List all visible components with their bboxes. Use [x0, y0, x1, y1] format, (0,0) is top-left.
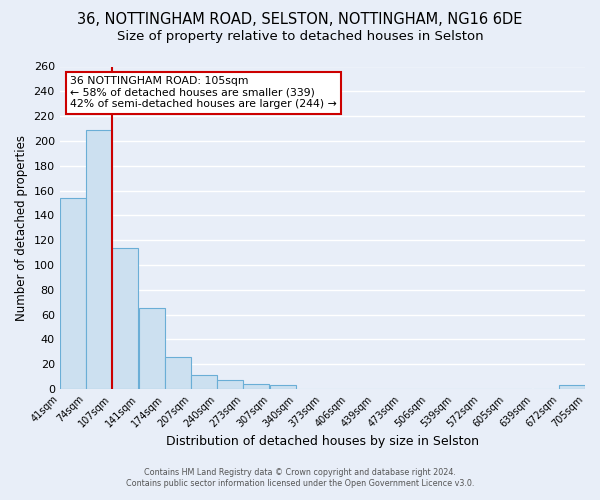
Bar	[243, 384, 269, 389]
X-axis label: Distribution of detached houses by size in Selston: Distribution of detached houses by size …	[166, 434, 479, 448]
Bar	[139, 308, 165, 389]
Bar	[270, 386, 296, 389]
Bar	[217, 380, 243, 389]
Bar	[191, 376, 217, 389]
Bar	[165, 357, 191, 389]
Text: 36, NOTTINGHAM ROAD, SELSTON, NOTTINGHAM, NG16 6DE: 36, NOTTINGHAM ROAD, SELSTON, NOTTINGHAM…	[77, 12, 523, 28]
Text: Contains HM Land Registry data © Crown copyright and database right 2024.
Contai: Contains HM Land Registry data © Crown c…	[126, 468, 474, 487]
Text: 36 NOTTINGHAM ROAD: 105sqm
← 58% of detached houses are smaller (339)
42% of sem: 36 NOTTINGHAM ROAD: 105sqm ← 58% of deta…	[70, 76, 337, 110]
Bar	[59, 198, 86, 389]
Bar	[112, 248, 138, 389]
Bar	[86, 130, 112, 389]
Text: Size of property relative to detached houses in Selston: Size of property relative to detached ho…	[116, 30, 484, 43]
Y-axis label: Number of detached properties: Number of detached properties	[15, 135, 28, 321]
Bar	[559, 386, 585, 389]
